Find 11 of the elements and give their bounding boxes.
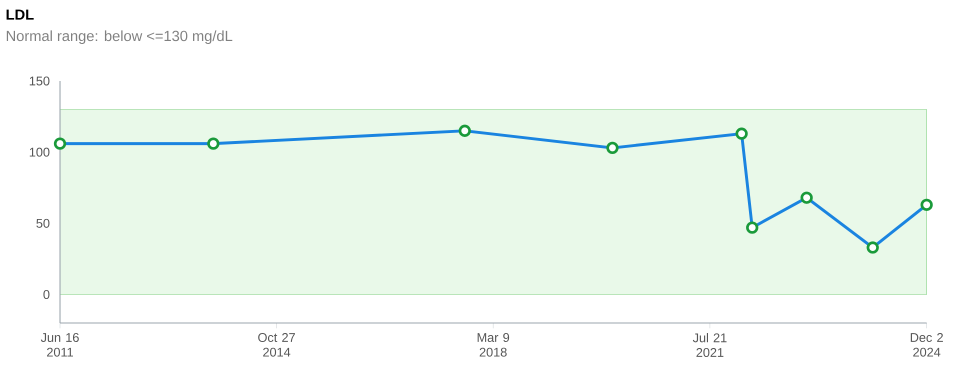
- y-tick-label: 150: [30, 76, 50, 86]
- chart-subtitle: Normal range: below <=130 mg/dL: [6, 30, 232, 44]
- x-tick-label: Dec 2 2024: [910, 333, 943, 357]
- chart-title: LDL: [6, 10, 34, 20]
- x-tick-label: Oct 27 2014: [258, 333, 295, 357]
- x-tick-label: Mar 9 2018: [478, 333, 510, 357]
- y-tick-label: 50: [36, 218, 50, 228]
- y-tick-label: 100: [30, 148, 50, 157]
- x-tick-label: Jul 21 2021: [692, 333, 727, 357]
- y-tick-label: 0: [43, 290, 50, 300]
- x-tick-label: Jun 16 2011: [40, 333, 79, 357]
